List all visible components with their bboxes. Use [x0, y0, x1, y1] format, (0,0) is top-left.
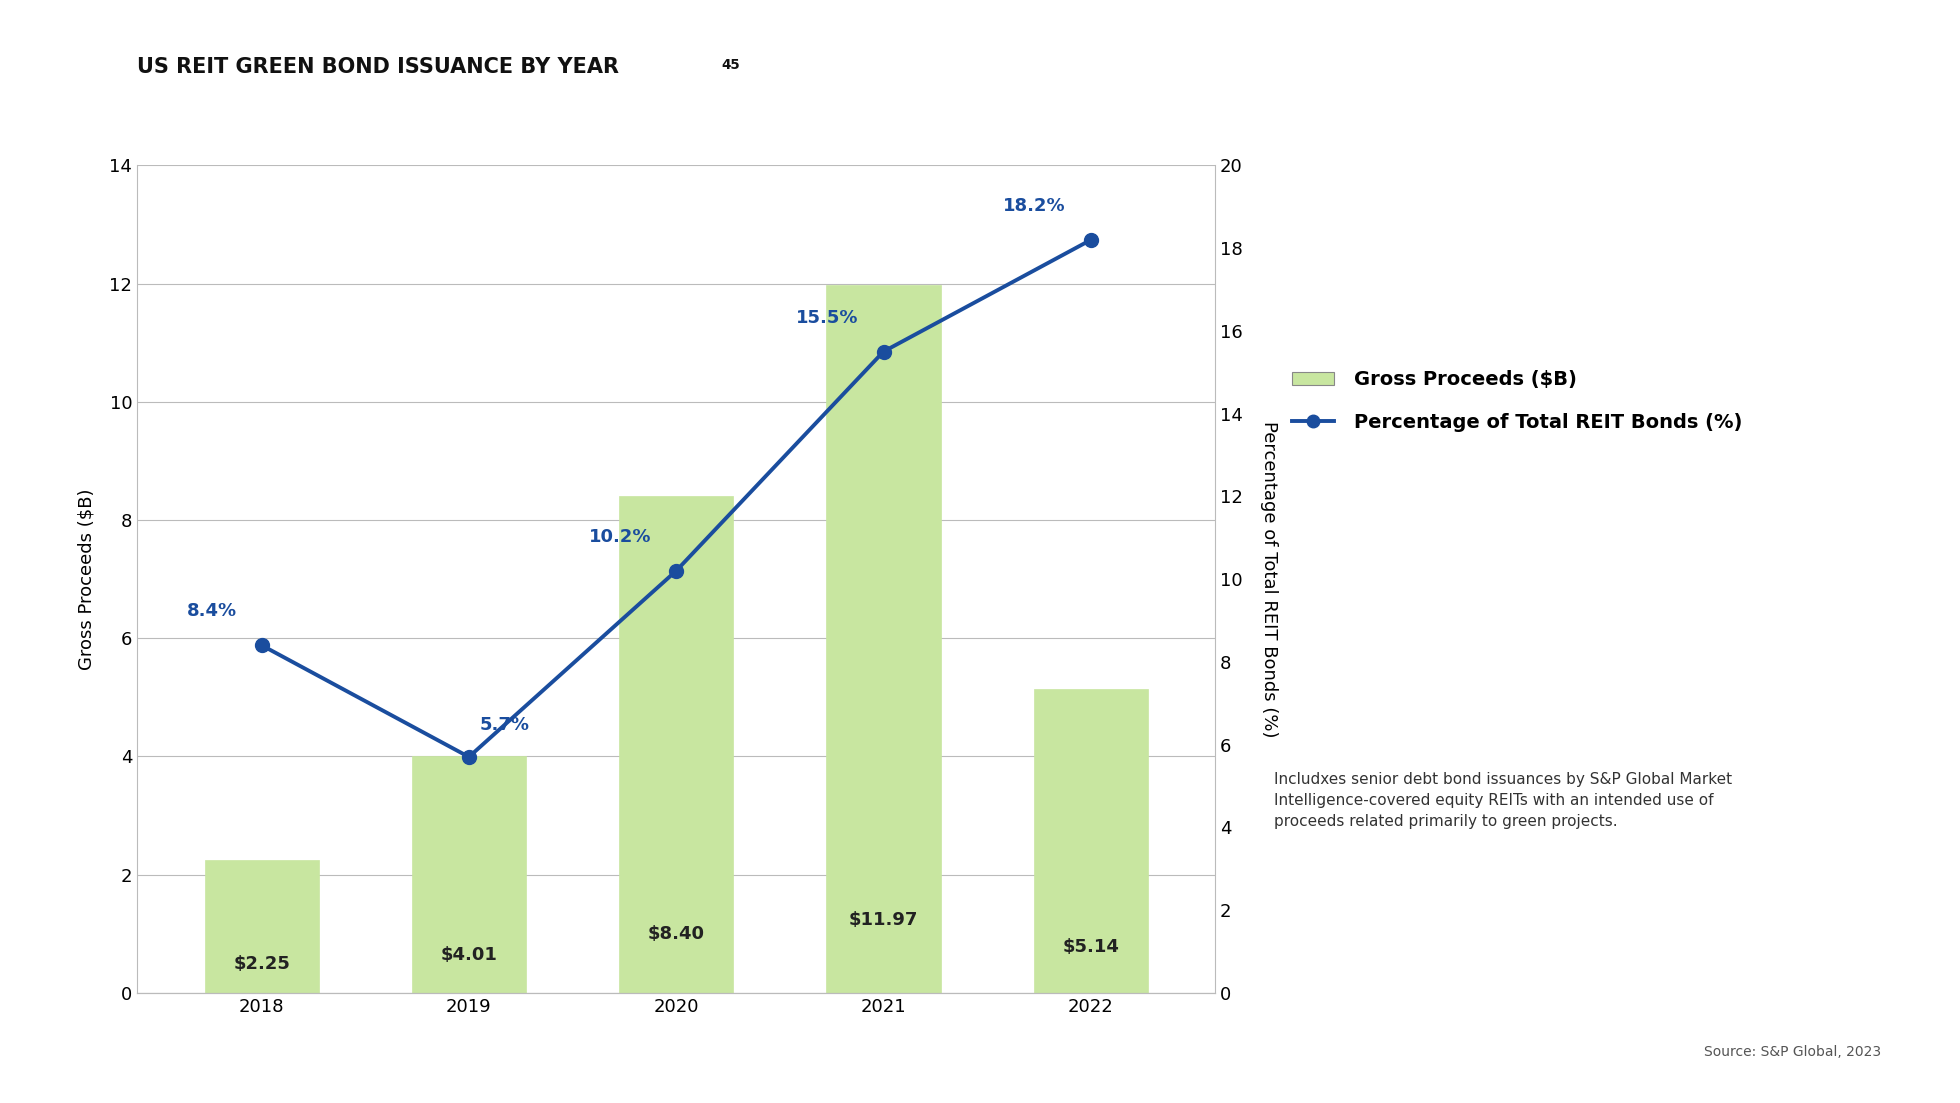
- Text: US REIT GREEN BOND ISSUANCE BY YEAR: US REIT GREEN BOND ISSUANCE BY YEAR: [137, 57, 619, 77]
- Bar: [1033, 689, 1149, 993]
- Bar: [412, 756, 525, 993]
- Text: $2.25: $2.25: [233, 955, 290, 973]
- Bar: [204, 859, 319, 993]
- Text: 8.4%: 8.4%: [186, 602, 237, 620]
- Text: Source: S&P Global, 2023: Source: S&P Global, 2023: [1705, 1045, 1882, 1059]
- Text: Includxes senior debt bond issuances by S&P Global Market
Intelligence-covered e: Includxes senior debt bond issuances by …: [1274, 772, 1733, 829]
- Text: 45: 45: [721, 57, 741, 72]
- Text: 10.2%: 10.2%: [588, 528, 651, 546]
- Text: 15.5%: 15.5%: [796, 309, 858, 326]
- Text: $11.97: $11.97: [849, 911, 917, 929]
- Bar: [827, 286, 941, 993]
- Y-axis label: Gross Proceeds ($B): Gross Proceeds ($B): [78, 489, 96, 670]
- Text: $8.40: $8.40: [647, 925, 706, 943]
- Legend: Gross Proceeds ($B), Percentage of Total REIT Bonds (%): Gross Proceeds ($B), Percentage of Total…: [1284, 363, 1750, 440]
- Y-axis label: Percentage of Total REIT Bonds (%): Percentage of Total REIT Bonds (%): [1260, 421, 1278, 737]
- Text: 5.7%: 5.7%: [480, 716, 529, 735]
- Text: $5.14: $5.14: [1062, 939, 1119, 956]
- Bar: [619, 496, 733, 993]
- Text: 18.2%: 18.2%: [1004, 197, 1066, 215]
- Text: $4.01: $4.01: [441, 946, 498, 964]
